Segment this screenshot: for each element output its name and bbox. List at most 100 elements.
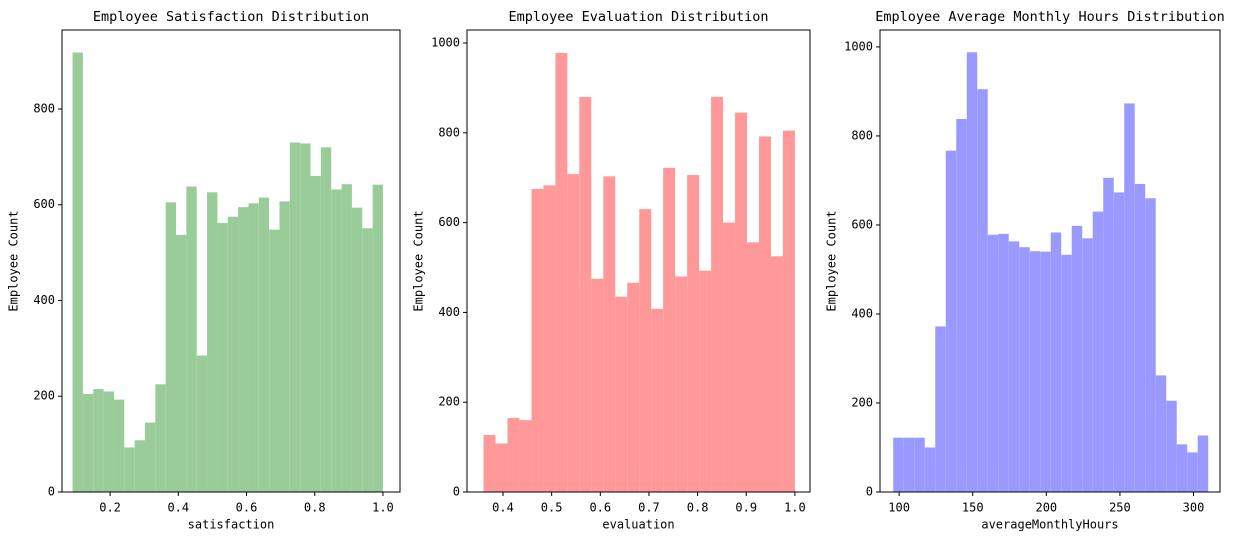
bar [966,52,978,492]
bar [1176,444,1188,492]
bar [82,393,94,492]
y-tick-label: 800 [438,125,460,139]
y-tick-label: 1000 [431,36,460,50]
bar [977,89,988,492]
bar [893,437,904,492]
bar [186,186,197,492]
y-tick-label: 200 [851,395,873,409]
x-tick-label: 100 [888,501,910,515]
bar [746,242,760,492]
bar [956,119,967,493]
bar [1124,103,1135,493]
bar [155,384,166,492]
x-tick-label: 1.0 [372,501,394,515]
bar [987,234,999,493]
bar [134,440,145,492]
y-tick-label: 800 [851,128,873,142]
bar [227,216,239,492]
bar [144,422,156,492]
x-tick-label: 0.9 [735,501,757,515]
bar [207,192,218,492]
bar [310,176,321,492]
y-axis-label: Employee Count [825,210,839,311]
bar [914,437,925,492]
bar [627,282,640,492]
x-tick-label: 300 [1183,501,1205,515]
chart-title: Employee Average Monthly Hours Distribut… [875,9,1225,25]
x-tick-label: 0.2 [99,501,121,515]
bar [362,228,373,492]
y-tick-label: 0 [866,485,873,499]
bar [579,96,592,493]
bar [1166,400,1177,492]
x-axis-label: evaluation [602,518,674,532]
bar [531,188,544,492]
bar [519,420,532,492]
bar [711,96,724,493]
bar [72,52,83,492]
bar [1113,192,1125,492]
bar [320,147,332,492]
bar [699,270,712,492]
bar [372,184,383,492]
bar [615,296,628,492]
bar [687,175,700,493]
bar [331,189,342,492]
bar [93,389,104,492]
axes-frame [466,29,811,493]
bar [555,52,568,493]
bar [495,443,508,492]
x-tick-label: 0.7 [638,501,660,515]
bar [1155,375,1167,492]
bar [735,112,747,492]
y-tick-label: 200 [33,389,55,403]
x-tick-label: 0.8 [304,501,326,515]
y-tick-label: 400 [33,293,55,307]
bar [176,234,187,492]
bar [1040,251,1051,492]
bar [351,207,363,492]
bar [770,256,783,492]
bar [1008,241,1020,492]
bar [603,176,616,492]
bar [165,202,177,492]
bar [269,229,280,492]
bar [217,222,228,493]
x-tick-label: 0.4 [492,501,514,515]
x-tick-label: 0.5 [541,501,563,515]
y-tick-label: 0 [453,485,460,499]
bar [663,167,676,492]
y-tick-label: 800 [33,101,55,115]
bar [759,136,771,493]
y-tick-label: 600 [851,217,873,231]
bar [675,276,688,492]
bar [1019,247,1030,492]
bar [507,417,520,492]
bar [1197,435,1209,492]
x-axis-label: satisfaction [188,518,275,532]
y-tick-label: 400 [851,306,873,320]
bar [300,143,311,493]
bar [1061,254,1072,492]
bar [903,437,915,492]
y-axis-label: Employee Count [412,210,426,311]
bar [238,207,249,492]
chart-title: Employee Evaluation Distribution [508,9,768,25]
bar [543,185,556,493]
bar [998,233,1009,492]
y-tick-label: 600 [438,215,460,229]
bar [782,130,795,493]
bar [935,326,946,492]
bar [1082,238,1093,492]
y-axis-label: Employee Count [7,210,21,311]
bar [258,197,270,493]
bar [1029,251,1041,492]
x-axis-label: averageMonthlyHours [981,518,1118,532]
bar [723,222,736,492]
x-tick-label: 0.8 [687,501,709,515]
bar [591,278,604,492]
x-tick-label: 200 [1035,501,1057,515]
y-tick-label: 1000 [844,39,873,53]
x-tick-label: 0.6 [589,501,611,515]
